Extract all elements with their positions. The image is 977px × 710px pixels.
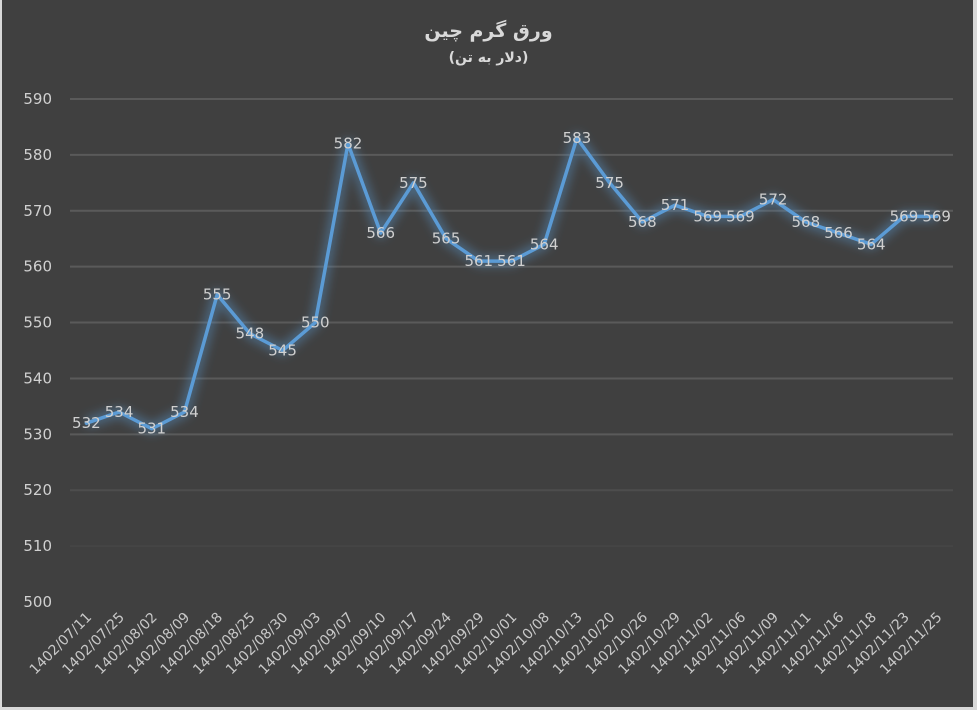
data-label: 571 [661,196,690,214]
line-glow [84,133,937,434]
data-label: 568 [628,213,657,231]
data-label: 555 [203,286,232,304]
y-tick-label: 500 [23,593,52,611]
data-label: 582 [334,135,363,153]
data-label: 566 [824,224,853,242]
data-label: 564 [530,235,559,253]
y-tick-label: 580 [23,146,52,164]
data-label: 564 [857,235,886,253]
data-label: 569 [922,207,951,225]
data-label: 583 [563,129,592,147]
data-label: 550 [301,314,330,332]
data-label: 566 [366,224,395,242]
data-label: 532 [72,414,101,432]
data-label: 569 [726,207,755,225]
y-tick-label: 550 [23,314,52,332]
y-tick-label: 520 [23,481,52,499]
y-tick-label: 530 [23,425,52,443]
data-label: 572 [759,191,788,209]
data-label: 545 [268,342,297,360]
data-label: 561 [497,252,526,270]
data-label: 575 [399,174,428,192]
y-tick-label: 590 [23,90,52,108]
data-label: 548 [236,325,265,343]
x-axis: 1402/07/111402/07/251402/08/021402/08/09… [27,609,946,677]
y-axis: 500 510 520 530 540 550 560 570 580 590 [23,90,52,611]
chart-subtitle: (دلار به تن) [448,50,529,66]
data-label: 568 [792,213,821,231]
data-label: 575 [595,174,624,192]
series-line [84,136,939,431]
data-label: 531 [137,420,166,438]
y-tick-label: 560 [23,258,52,276]
y-tick-label: 570 [23,202,52,220]
data-label: 534 [105,403,134,421]
data-series [84,133,939,434]
data-label: 565 [432,230,461,248]
data-label: 569 [693,207,722,225]
data-label: 569 [890,207,919,225]
chart-title: ورق گرم چین [424,20,553,42]
data-label: 534 [170,403,199,421]
y-tick-label: 510 [23,537,52,555]
data-label: 561 [464,252,493,270]
y-tick-label: 540 [23,369,52,387]
